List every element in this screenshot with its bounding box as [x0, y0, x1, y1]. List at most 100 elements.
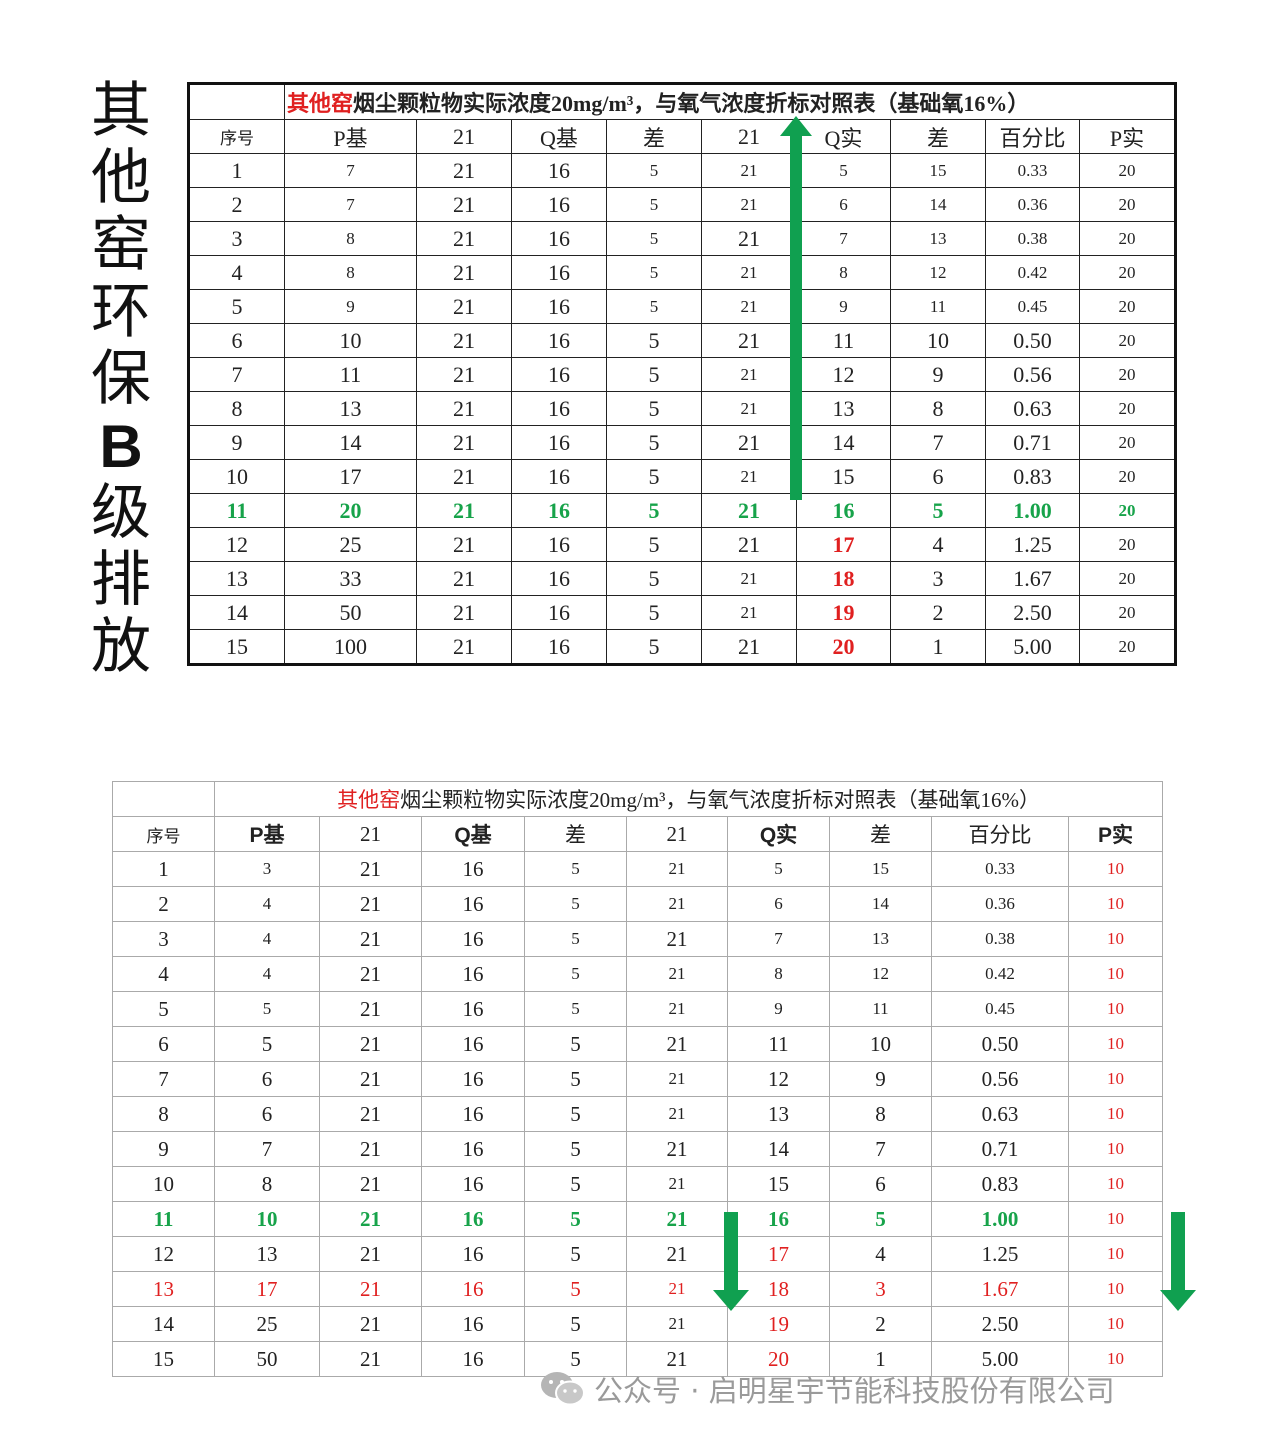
table-row: 11 20 21 16 5 21 16 5 1.00 20 — [188, 493, 1177, 528]
table-cell: 15 — [796, 459, 891, 494]
table-cell: 21 — [626, 1026, 728, 1062]
table-cell: 16 — [421, 1341, 525, 1377]
table-cell: 21 — [701, 493, 797, 528]
comparison-table-10: 其他窑烟尘颗粒物实际浓度20mg/m³，与氧气浓度折标对照表（基础氧16%） 序号… — [112, 781, 1164, 1377]
table-row: 12 13 21 16 5 21 17 4 1.25 10 — [112, 1236, 1164, 1272]
table-cell: 16 — [511, 561, 607, 596]
table-cell: 16 — [511, 255, 607, 290]
table-cell: 7 — [284, 187, 417, 222]
table-cell: 8 — [727, 956, 830, 992]
table-cell: 21 — [626, 886, 728, 922]
table-cell: 12 — [188, 527, 285, 562]
table-cell: 5 — [606, 153, 702, 188]
table-cell: 16 — [511, 391, 607, 426]
table-cell: 20 — [1078, 187, 1177, 222]
table-row: 1 3 21 16 5 21 5 15 0.33 10 — [112, 851, 1164, 887]
table-cell: 6 — [188, 323, 285, 358]
table-cell: 5 — [606, 323, 702, 358]
table-row: 12 25 21 16 5 21 17 4 1.25 20 — [188, 527, 1177, 562]
table-cell: 0.56 — [985, 357, 1080, 392]
table-cell: 14 — [112, 1306, 215, 1342]
table-cell: 16 — [727, 1201, 830, 1237]
wechat-icon — [541, 1372, 585, 1406]
table-cell: 16 — [511, 187, 607, 222]
table-cell: 1.00 — [985, 493, 1080, 528]
table-cell: 0.33 — [931, 851, 1069, 887]
column-header: 21 — [416, 119, 512, 154]
table-cell: 5 — [524, 1166, 627, 1202]
table-cell: 21 — [701, 255, 797, 290]
comparison-table-20: 其他窑烟尘颗粒物实际浓度20mg/m³，与氧气浓度折标对照表（基础氧16%） 序号… — [187, 82, 1178, 666]
table-cell: 16 — [511, 289, 607, 324]
table-cell: 2 — [829, 1306, 932, 1342]
table-cell: 5 — [524, 921, 627, 957]
table-cell: 4 — [214, 921, 320, 957]
table-row: 13 33 21 16 5 21 18 3 1.67 20 — [188, 561, 1177, 596]
table-cell: 20 — [1078, 629, 1177, 665]
table-cell: 16 — [511, 221, 607, 256]
table-cell: 6 — [214, 1061, 320, 1097]
table-cell: 21 — [319, 1271, 422, 1307]
table-row: 5 9 21 16 5 21 9 11 0.45 20 — [188, 289, 1177, 324]
table-cell: 10 — [1067, 1271, 1164, 1307]
table-row: 14 50 21 16 5 21 19 2 2.50 20 — [188, 595, 1177, 630]
table-cell: 20 — [1078, 323, 1177, 358]
table-cell: 16 — [421, 1271, 525, 1307]
table-cell: 21 — [701, 561, 797, 596]
side-title-char: 放 — [91, 612, 151, 682]
table-cell: 16 — [421, 921, 525, 957]
table-cell: 21 — [626, 1201, 728, 1237]
table-cell: 21 — [701, 323, 797, 358]
table-cell: 7 — [796, 221, 891, 256]
table-cell: 5 — [606, 459, 702, 494]
table-cell: 5 — [890, 493, 986, 528]
table-cell: 7 — [214, 1131, 320, 1167]
table-row: 3 4 21 16 5 21 7 13 0.38 10 — [112, 921, 1164, 957]
table-cell: 21 — [319, 1026, 422, 1062]
table-row: 6 5 21 16 5 21 11 10 0.50 10 — [112, 1026, 1164, 1062]
table-cell: 10 — [284, 323, 417, 358]
table-cell: 13 — [890, 221, 986, 256]
table-cell: 11 — [829, 991, 932, 1027]
table-cell: 0.63 — [985, 391, 1080, 426]
table-cell: 21 — [416, 391, 512, 426]
table-cell: 21 — [701, 391, 797, 426]
table-cell: 16 — [511, 459, 607, 494]
side-title: 其 他 窑 环 保 B 级 排 放 — [88, 78, 154, 681]
table-cell: 5 — [606, 527, 702, 562]
table-cell: 10 — [1067, 1131, 1164, 1167]
table-cell: 4 — [214, 956, 320, 992]
table-cell: 13 — [829, 921, 932, 957]
table-cell: 14 — [188, 595, 285, 630]
title-row: 其他窑烟尘颗粒物实际浓度20mg/m³，与氧气浓度折标对照表（基础氧16%） — [112, 781, 1164, 817]
table-cell: 21 — [626, 1096, 728, 1132]
table-cell: 16 — [511, 153, 607, 188]
table-cell: 21 — [416, 255, 512, 290]
table-cell: 1.00 — [931, 1201, 1069, 1237]
table-cell: 9 — [890, 357, 986, 392]
table-row: 8 6 21 16 5 21 13 8 0.63 10 — [112, 1096, 1164, 1132]
header-row: 序号 P基 21 Q基差 21 Q实差百分比 P实 — [112, 816, 1164, 852]
table-cell: 21 — [626, 1341, 728, 1377]
down-arrow-icon — [1160, 1212, 1196, 1311]
table-cell: 4 — [890, 527, 986, 562]
table-cell: 16 — [421, 1096, 525, 1132]
table-cell: 21 — [416, 595, 512, 630]
table-cell: 11 — [188, 493, 285, 528]
table-cell: 0.38 — [985, 221, 1080, 256]
table-cell: 7 — [188, 357, 285, 392]
table-cell: 16 — [511, 629, 607, 665]
table-cell: 1 — [890, 629, 986, 665]
table-cell: 4 — [188, 255, 285, 290]
table-cell: 1.67 — [931, 1271, 1069, 1307]
title-kiln: 其他窑 — [337, 788, 401, 812]
table-cell: 21 — [416, 221, 512, 256]
table-cell: 20 — [1078, 357, 1177, 392]
table-cell: 16 — [421, 1306, 525, 1342]
table-cell: 21 — [319, 851, 422, 887]
side-title-char: 环 — [91, 277, 151, 347]
table-cell: 10 — [1067, 851, 1164, 887]
table-cell: 5 — [188, 289, 285, 324]
table-row: 4 4 21 16 5 21 8 12 0.42 10 — [112, 956, 1164, 992]
table-cell: 5 — [524, 1306, 627, 1342]
